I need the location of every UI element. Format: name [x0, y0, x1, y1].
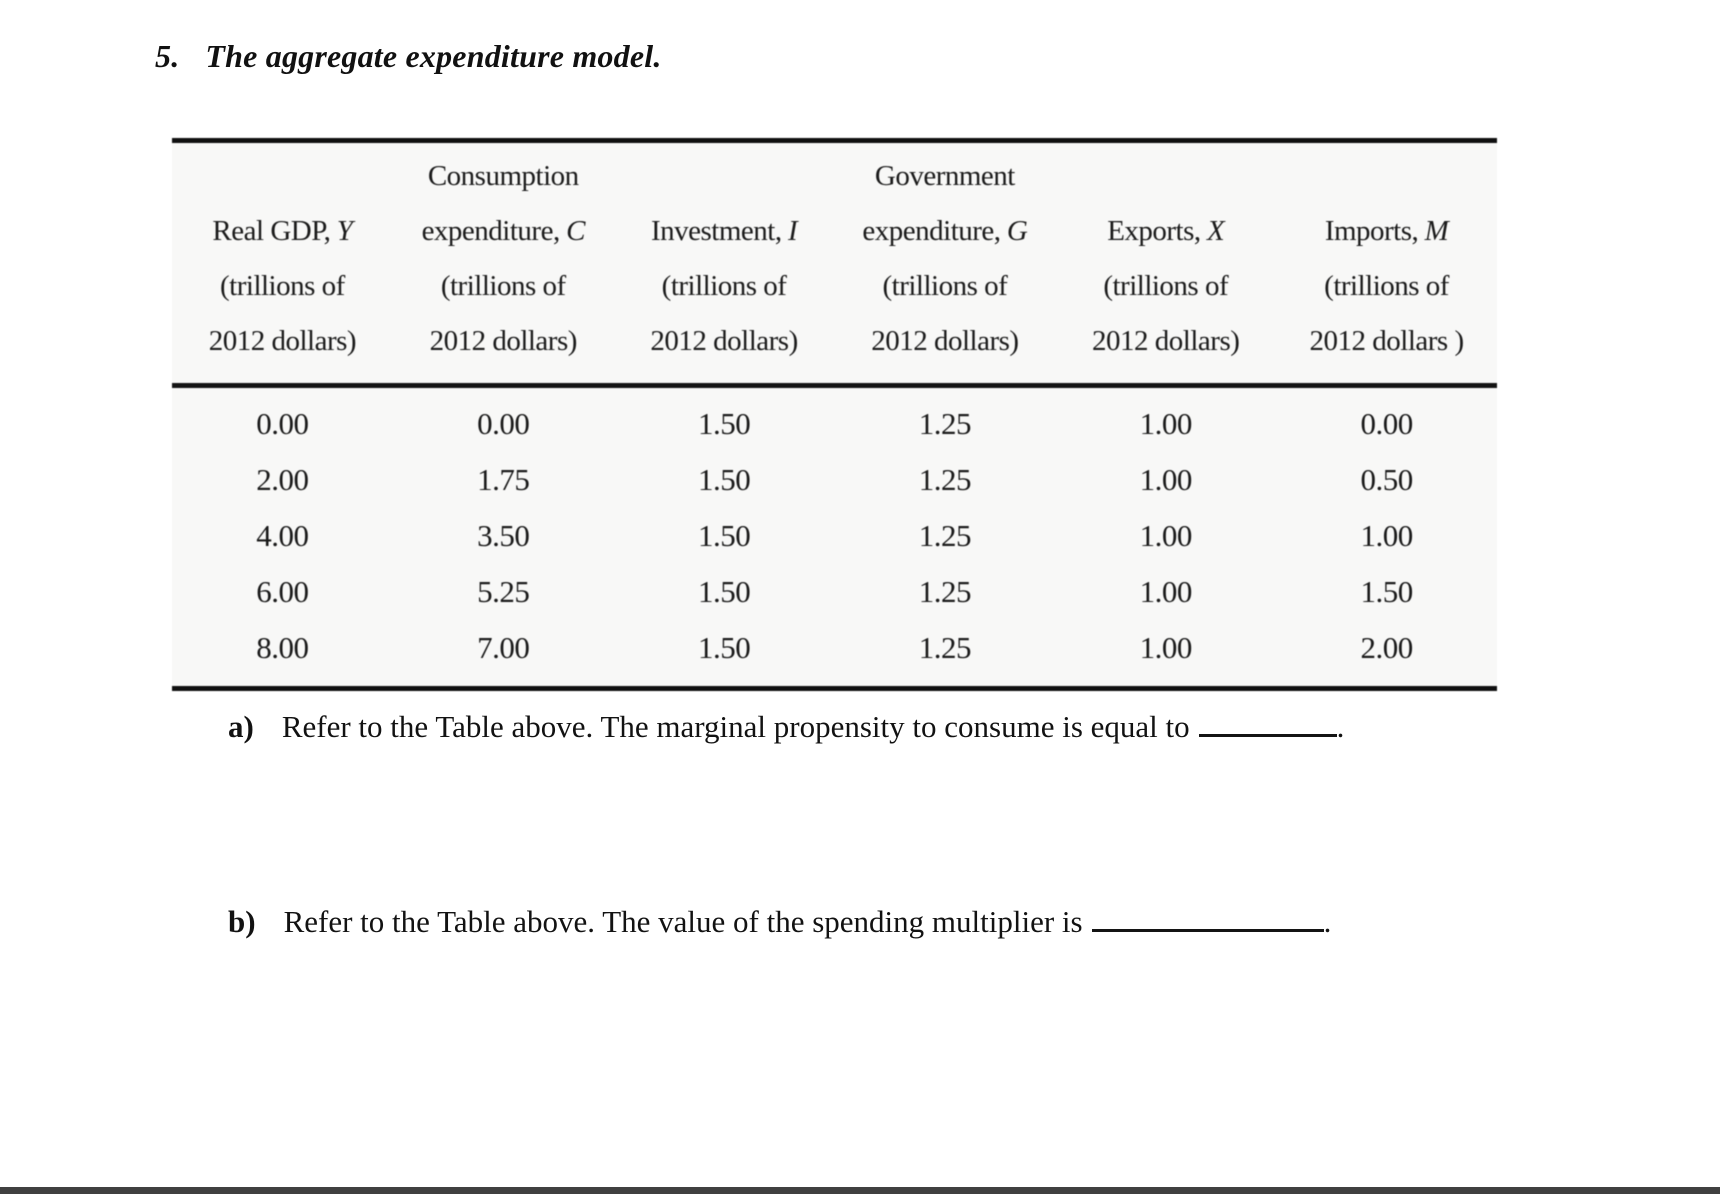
column-header-unit1: (trillions of — [220, 270, 345, 302]
table-cell: 2.00 — [1360, 630, 1413, 665]
table-header: Real GDP, Y (trillions of 2012 dollars) C… — [172, 143, 1497, 388]
table-header-row: Real GDP, Y (trillions of 2012 dollars) C… — [172, 143, 1497, 388]
table-row: 0.00 0.00 1.50 1.25 1.00 0.00 — [172, 386, 1497, 453]
table-cell: 1.50 — [697, 574, 751, 609]
column-header-group — [1057, 149, 1274, 204]
variable-symbol: X — [1207, 215, 1225, 247]
column-header-unit1: (trillions of — [661, 270, 787, 302]
column-header-unit1: (trillions of — [1324, 270, 1449, 302]
column-header-name: Real GDP, Y — [212, 215, 353, 247]
table-cell: 0.00 — [256, 406, 309, 441]
variable-symbol: Y — [336, 215, 353, 247]
table-cell: 1.25 — [918, 574, 972, 609]
problem-title-row: 5. The aggregate expenditure model. — [155, 38, 662, 75]
table-cell: 1.50 — [697, 406, 751, 441]
question-b-text: Refer to the Table above. The value of t… — [283, 904, 1083, 939]
column-header-name: Investment, I — [650, 215, 798, 247]
column-header-name: expenditure, C — [421, 215, 586, 247]
question-a-answer-blank — [1198, 703, 1337, 737]
question-b: b) Refer to the Table above. The value of… — [228, 898, 1331, 940]
table-cell: 5.25 — [477, 574, 530, 609]
variable-symbol: G — [1006, 215, 1028, 247]
expenditure-table-image: Real GDP, Y (trillions of 2012 dollars) C… — [172, 138, 1497, 691]
table-cell: 4.00 — [256, 518, 309, 553]
table-cell: 1.00 — [1360, 518, 1413, 553]
column-header-imports: Imports, M (trillions of 2012 dollars ) — [1276, 143, 1497, 388]
column-header-unit1: (trillions of — [440, 270, 566, 302]
problem-number: 5. — [155, 38, 180, 74]
column-header-exports: Exports, X (trillions of 2012 dollars) — [1055, 143, 1277, 388]
column-header-name: Exports, X — [1107, 215, 1225, 247]
column-header-unit1: (trillions of — [882, 270, 1008, 302]
column-header-unit2: 2012 dollars ) — [1309, 325, 1465, 357]
column-header-unit2: 2012 dollars) — [208, 325, 357, 357]
table-cell: 1.50 — [697, 462, 751, 497]
table-row: 8.00 7.00 1.50 1.25 1.00 2.00 — [172, 620, 1497, 686]
table-cell: 3.50 — [477, 518, 530, 553]
table-cell: 1.00 — [1139, 406, 1193, 441]
problem-title: The aggregate expenditure model. — [205, 38, 662, 74]
column-header-investment: Investment, I (trillions of 2012 dollars) — [613, 143, 835, 388]
table-cell: 1.00 — [1139, 574, 1193, 609]
table-cell: 1.25 — [918, 630, 972, 665]
table-cell: 1.25 — [918, 518, 972, 553]
question-a-period: . — [1336, 709, 1345, 744]
column-header-group — [616, 149, 833, 204]
column-header-real-gdp: Real GDP, Y (trillions of 2012 dollars) — [172, 143, 393, 388]
variable-symbol: I — [787, 215, 798, 247]
column-header-group — [174, 149, 391, 204]
table-cell: 0.00 — [477, 406, 530, 441]
table-body: 0.00 0.00 1.50 1.25 1.00 0.00 2.00 1.75 … — [172, 386, 1497, 687]
table-cell: 8.00 — [256, 630, 309, 665]
table-cell: 1.00 — [1139, 630, 1193, 665]
question-a: a) Refer to the Table above. The marginal… — [228, 703, 1344, 745]
column-header-name: Imports, M — [1324, 215, 1449, 247]
table-cell: 1.50 — [697, 518, 751, 553]
question-b-period: . — [1323, 904, 1332, 939]
table-cell: 1.75 — [477, 462, 530, 497]
column-header-consumption: Consumption expenditure, C (trillions of … — [392, 143, 614, 388]
table-cell: 1.25 — [918, 462, 972, 497]
column-header-government: Government expenditure, G (trillions of 2… — [834, 143, 1056, 388]
column-header-unit2: 2012 dollars) — [871, 325, 1019, 357]
question-b-answer-blank — [1091, 898, 1324, 932]
column-header-group: Consumption — [427, 160, 579, 192]
table-cell: 7.00 — [477, 630, 530, 665]
column-header-group: Government — [874, 160, 1015, 192]
table-cell: 1.00 — [1139, 518, 1193, 553]
column-header-unit2: 2012 dollars) — [650, 325, 798, 357]
table-cell: 2.00 — [256, 462, 309, 497]
column-header-unit1: (trillions of — [1103, 270, 1229, 302]
table-cell: 1.50 — [697, 630, 751, 665]
column-header-unit2: 2012 dollars) — [1092, 325, 1240, 357]
table-cell: 6.00 — [256, 574, 309, 609]
table-cell: 1.50 — [1360, 574, 1413, 609]
question-b-label: b) — [228, 904, 256, 939]
table-cell: 0.50 — [1360, 462, 1413, 497]
question-a-label: a) — [228, 709, 254, 744]
variable-symbol: M — [1424, 215, 1449, 247]
column-header-group — [1278, 149, 1495, 204]
column-header-unit2: 2012 dollars) — [429, 325, 578, 357]
table-cell: 1.00 — [1139, 462, 1193, 497]
column-header-name: expenditure, G — [862, 215, 1028, 247]
table-row: 2.00 1.75 1.50 1.25 1.00 0.50 — [172, 452, 1497, 508]
table-row: 6.00 5.25 1.50 1.25 1.00 1.50 — [172, 564, 1497, 620]
table-row: 4.00 3.50 1.50 1.25 1.00 1.00 — [172, 508, 1497, 564]
question-a-text: Refer to the Table above. The marginal p… — [281, 709, 1190, 744]
table-cell: 1.25 — [918, 406, 972, 441]
window-bottom-edge — [0, 1187, 1720, 1194]
variable-symbol: C — [566, 215, 585, 247]
expenditure-table: Real GDP, Y (trillions of 2012 dollars) C… — [172, 143, 1497, 686]
table-cell: 0.00 — [1360, 406, 1413, 441]
